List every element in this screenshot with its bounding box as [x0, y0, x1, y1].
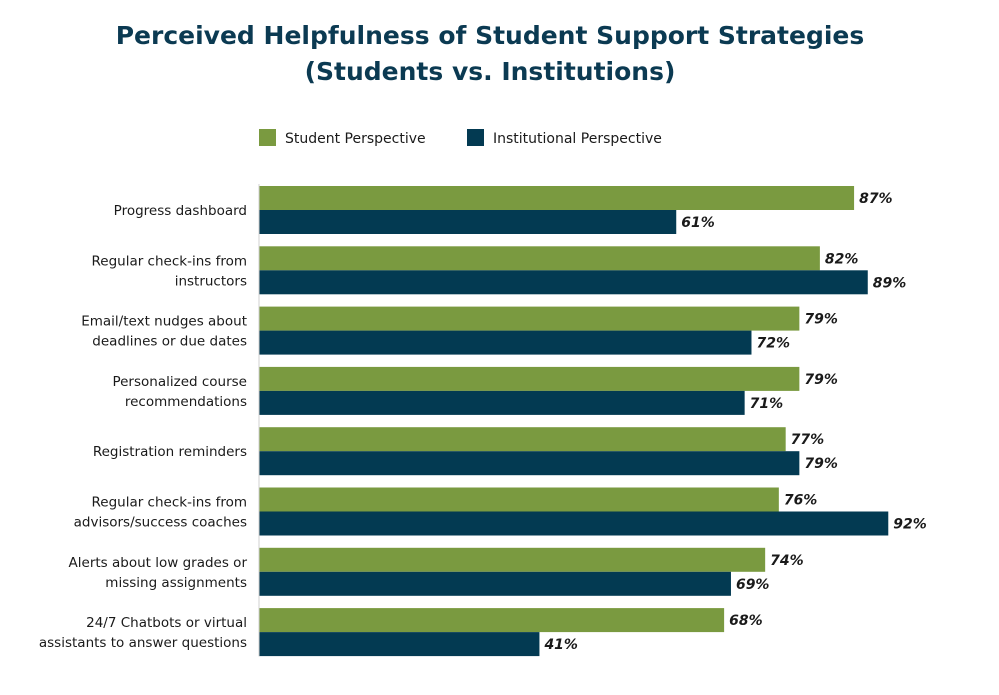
data-label: 82% — [825, 251, 859, 267]
bar-institutional — [259, 451, 800, 476]
data-label: 41% — [543, 637, 578, 653]
bar-institutional — [259, 270, 868, 295]
bars-group: 87% 61% Progress dashboard 82% 89% Regular ch… — [39, 184, 927, 657]
data-label: 87% — [859, 191, 893, 207]
bar-student — [259, 427, 786, 452]
bar-student — [259, 487, 779, 512]
category-label: Registration reminders — [93, 444, 247, 460]
chart-title-line-2: (Students vs. Institutions) — [305, 57, 676, 86]
bar-student — [259, 246, 820, 271]
data-label: 89% — [873, 275, 907, 291]
category-label: Progress dashboard — [114, 203, 247, 219]
legend-swatch-institutional — [467, 129, 484, 146]
data-label: 76% — [784, 493, 818, 509]
data-label: 77% — [791, 432, 825, 448]
category-label: recommendations — [125, 394, 247, 410]
bar-student — [259, 608, 725, 633]
chart-title-line-1: Perceived Helpfulness of Student Support… — [116, 21, 865, 50]
bar-institutional — [259, 330, 752, 355]
category-label: deadlines or due dates — [92, 334, 247, 350]
bar-student — [259, 186, 855, 210]
legend-swatch-student — [259, 129, 276, 146]
data-label: 79% — [804, 312, 838, 328]
bar-institutional — [259, 511, 889, 536]
bar-institutional — [259, 390, 745, 415]
legend-label-student: Student Perspective — [285, 131, 426, 147]
data-label: 72% — [756, 336, 790, 352]
data-label: 74% — [770, 553, 804, 569]
data-label: 69% — [736, 577, 770, 593]
bar-student — [259, 366, 800, 391]
data-label: 68% — [729, 613, 763, 629]
data-label: 79% — [804, 372, 838, 388]
category-label: Regular check-ins from — [91, 495, 247, 511]
category-label: instructors — [175, 273, 247, 289]
data-label: 92% — [893, 517, 927, 533]
bar-institutional — [259, 210, 677, 234]
category-label: Personalized course — [112, 374, 247, 390]
data-label: 71% — [750, 396, 784, 412]
data-label: 79% — [804, 456, 838, 472]
data-label: 61% — [681, 215, 715, 231]
category-label: assistants to answer questions — [39, 635, 247, 651]
bar-student — [259, 547, 766, 572]
bar-institutional — [259, 571, 731, 596]
category-label: Alerts about low grades or — [69, 555, 248, 571]
category-label: Regular check-ins from — [91, 253, 247, 269]
category-label: advisors/success coaches — [74, 515, 247, 531]
category-label: missing assignments — [105, 575, 247, 591]
bar-student — [259, 306, 800, 331]
legend-label-institutional: Institutional Perspective — [493, 131, 662, 147]
category-label: 24/7 Chatbots or virtual — [86, 615, 247, 631]
bar-institutional — [259, 632, 540, 657]
category-label: Email/text nudges about — [81, 314, 247, 330]
